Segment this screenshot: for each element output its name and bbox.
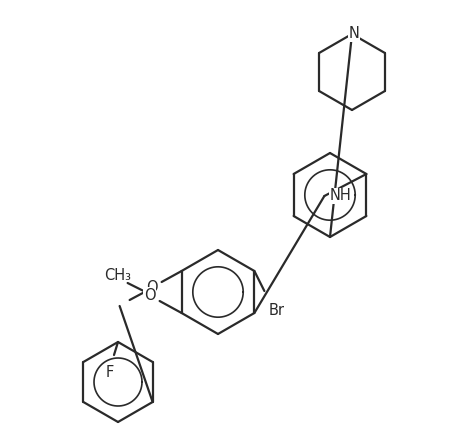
Text: N: N [349,26,359,42]
Text: NH: NH [329,188,351,204]
Text: O: O [146,280,157,296]
Text: O: O [144,287,156,302]
Text: Br: Br [268,303,284,318]
Text: CH₃: CH₃ [104,269,131,283]
Text: F: F [106,365,114,380]
